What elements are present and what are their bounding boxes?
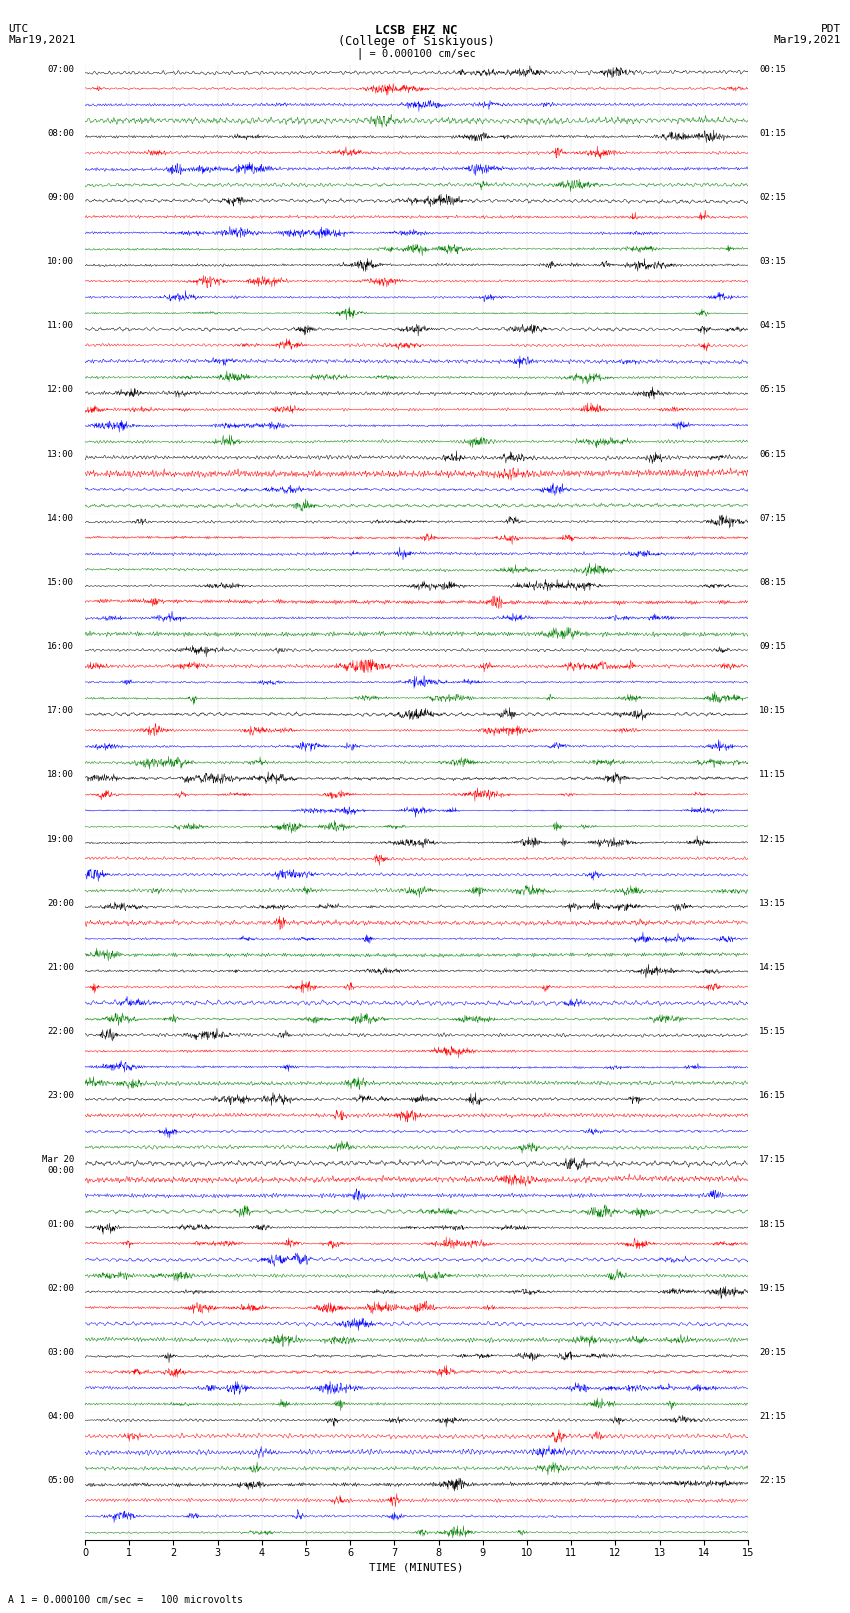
Text: 21:00: 21:00 — [47, 963, 74, 973]
Text: 18:00: 18:00 — [47, 771, 74, 779]
Text: 12:00: 12:00 — [47, 386, 74, 394]
Text: ⎮ = 0.000100 cm/sec: ⎮ = 0.000100 cm/sec — [357, 47, 476, 58]
Text: A 1 = 0.000100 cm/sec =   100 microvolts: A 1 = 0.000100 cm/sec = 100 microvolts — [8, 1595, 243, 1605]
Text: 15:00: 15:00 — [47, 577, 74, 587]
Text: 07:15: 07:15 — [759, 513, 786, 523]
Text: Mar19,2021: Mar19,2021 — [8, 35, 76, 45]
Text: 05:15: 05:15 — [759, 386, 786, 394]
Text: 01:00: 01:00 — [47, 1219, 74, 1229]
Text: 11:00: 11:00 — [47, 321, 74, 331]
Text: Mar 20
00:00: Mar 20 00:00 — [42, 1155, 74, 1174]
Text: UTC: UTC — [8, 24, 29, 34]
Text: 14:15: 14:15 — [759, 963, 786, 973]
Text: 23:00: 23:00 — [47, 1092, 74, 1100]
Text: 09:15: 09:15 — [759, 642, 786, 652]
Text: 20:15: 20:15 — [759, 1348, 786, 1357]
Text: 03:00: 03:00 — [47, 1348, 74, 1357]
Text: 14:00: 14:00 — [47, 513, 74, 523]
Text: 09:00: 09:00 — [47, 194, 74, 202]
Text: 04:00: 04:00 — [47, 1411, 74, 1421]
Text: 19:15: 19:15 — [759, 1284, 786, 1292]
Text: 13:15: 13:15 — [759, 898, 786, 908]
Text: Mar19,2021: Mar19,2021 — [774, 35, 842, 45]
Text: 11:15: 11:15 — [759, 771, 786, 779]
Text: (College of Siskiyous): (College of Siskiyous) — [338, 35, 495, 48]
Text: 17:00: 17:00 — [47, 706, 74, 715]
Text: 02:00: 02:00 — [47, 1284, 74, 1292]
Text: 22:00: 22:00 — [47, 1027, 74, 1036]
Text: 21:15: 21:15 — [759, 1411, 786, 1421]
Text: 00:15: 00:15 — [759, 65, 786, 74]
Text: 07:00: 07:00 — [47, 65, 74, 74]
Text: 13:00: 13:00 — [47, 450, 74, 458]
Text: 22:15: 22:15 — [759, 1476, 786, 1486]
Text: 08:00: 08:00 — [47, 129, 74, 137]
Text: 16:00: 16:00 — [47, 642, 74, 652]
Text: 15:15: 15:15 — [759, 1027, 786, 1036]
Text: 02:15: 02:15 — [759, 194, 786, 202]
Text: 16:15: 16:15 — [759, 1092, 786, 1100]
Text: LCSB EHZ NC: LCSB EHZ NC — [375, 24, 458, 37]
Text: 01:15: 01:15 — [759, 129, 786, 137]
Text: PDT: PDT — [821, 24, 842, 34]
Text: 10:00: 10:00 — [47, 256, 74, 266]
Text: 18:15: 18:15 — [759, 1219, 786, 1229]
Text: 05:00: 05:00 — [47, 1476, 74, 1486]
Text: 08:15: 08:15 — [759, 577, 786, 587]
Text: 03:15: 03:15 — [759, 256, 786, 266]
Text: 20:00: 20:00 — [47, 898, 74, 908]
Text: 10:15: 10:15 — [759, 706, 786, 715]
Text: 17:15: 17:15 — [759, 1155, 786, 1165]
Text: 06:15: 06:15 — [759, 450, 786, 458]
Text: 04:15: 04:15 — [759, 321, 786, 331]
X-axis label: TIME (MINUTES): TIME (MINUTES) — [369, 1563, 464, 1573]
Text: 19:00: 19:00 — [47, 834, 74, 844]
Text: 12:15: 12:15 — [759, 834, 786, 844]
